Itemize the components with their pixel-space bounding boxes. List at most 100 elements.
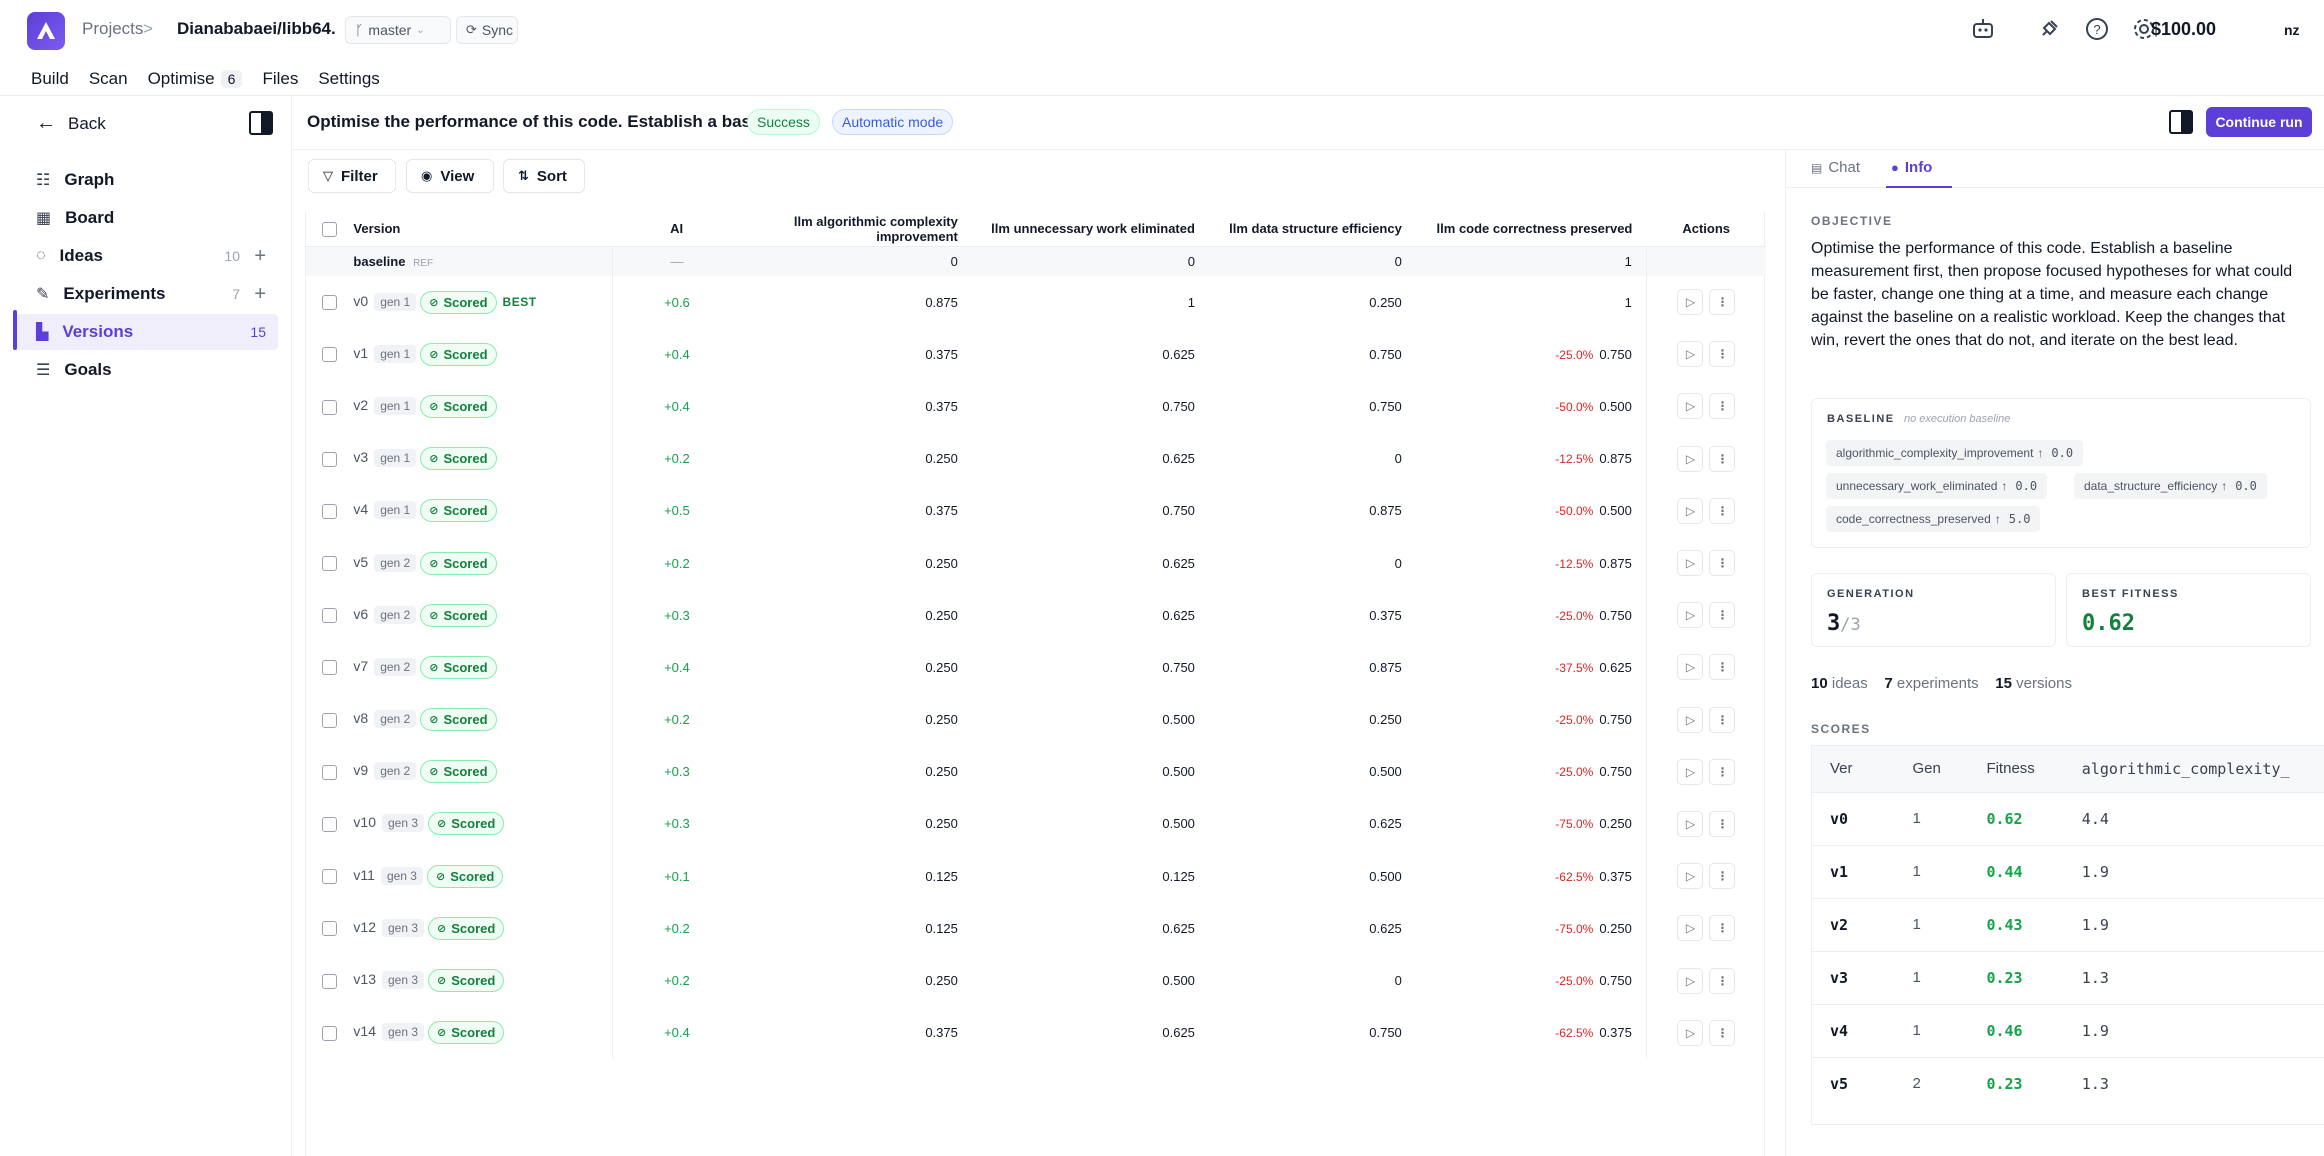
filter-button[interactable]: ▽ Filter: [308, 159, 396, 193]
version-name[interactable]: v4: [353, 501, 369, 518]
add-idea-icon[interactable]: +: [254, 244, 266, 267]
table-row[interactable]: v5 gen 2 ⊘ Scored +0.2 0.250 0.625 0 -12.5% 0.875…: [306, 536, 1766, 590]
more-vertical-icon[interactable]: ⋮: [1709, 289, 1736, 316]
row-checkbox[interactable]: [306, 276, 353, 328]
col-data-structure[interactable]: llm data structure efficiency: [1208, 212, 1416, 247]
version-name[interactable]: v12: [353, 918, 376, 935]
scores-col-gen[interactable]: Gen: [1896, 746, 1967, 792]
version-name[interactable]: v1: [353, 344, 369, 361]
version-name[interactable]: v13: [353, 971, 376, 988]
more-vertical-icon[interactable]: ⋮: [1709, 863, 1736, 890]
version-name[interactable]: v3: [353, 449, 369, 466]
play-icon[interactable]: ▷: [1677, 758, 1704, 785]
row-checkbox[interactable]: [306, 954, 353, 1006]
play-icon[interactable]: ▷: [1677, 1019, 1704, 1046]
breadcrumb-projects[interactable]: Projects: [82, 19, 144, 38]
table-row[interactable]: v0 gen 1 ⊘ Scored BEST +0.6 0.875 1 0.250 1 ▷ ⋮: [306, 276, 1766, 329]
table-row[interactable]: v7 gen 2 ⊘ Scored +0.4 0.250 0.750 0.875 -37.5% 0…: [306, 641, 1766, 694]
continue-run-button[interactable]: Continue run: [2206, 107, 2312, 137]
play-icon[interactable]: ▷: [1677, 602, 1704, 629]
table-row[interactable]: v13 gen 3 ⊘ Scored +0.2 0.250 0.500 0 -25.0% 0.75…: [306, 954, 1766, 1007]
table-row[interactable]: v8 gen 2 ⊘ Scored +0.2 0.250 0.500 0.250 -25.0% 0…: [306, 693, 1766, 746]
more-vertical-icon[interactable]: ⋮: [1709, 1019, 1736, 1046]
sidebar-item-ideas[interactable]: ◌ Ideas 10 +: [14, 238, 278, 274]
table-row[interactable]: v3 gen 1 ⊘ Scored +0.2 0.250 0.625 0 -12.5% 0.875…: [306, 432, 1766, 485]
scores-col-ver[interactable]: Ver: [1812, 746, 1897, 792]
play-icon[interactable]: ▷: [1677, 341, 1704, 368]
table-row[interactable]: v6 gen 2 ⊘ Scored +0.3 0.250 0.625 0.375 -25.0% 0…: [306, 589, 1766, 642]
table-row[interactable]: v12 gen 3 ⊘ Scored +0.2 0.125 0.625 0.625 -75.0%…: [306, 902, 1766, 955]
play-icon[interactable]: ▷: [1677, 863, 1704, 890]
table-row[interactable]: v14 gen 3 ⊘ Scored +0.4 0.375 0.625 0.750 -62.5%…: [306, 1006, 1766, 1059]
row-checkbox[interactable]: [306, 589, 353, 641]
sidebar-item-versions[interactable]: ▙ Versions 15: [14, 314, 278, 350]
row-checkbox[interactable]: [306, 537, 353, 589]
row-checkbox[interactable]: [306, 380, 353, 432]
scores-row[interactable]: v2 1 0.43 1.9: [1812, 897, 2324, 951]
more-vertical-icon[interactable]: ⋮: [1709, 550, 1736, 577]
play-icon[interactable]: ▷: [1677, 810, 1704, 837]
version-name[interactable]: v0: [353, 292, 369, 309]
more-vertical-icon[interactable]: ⋮: [1709, 810, 1736, 837]
play-icon[interactable]: ▷: [1677, 393, 1704, 420]
scores-row[interactable]: v4 1 0.46 1.9: [1812, 1003, 2324, 1057]
gear-icon[interactable]: [2130, 15, 2158, 43]
sort-button[interactable]: ⇅ Sort: [503, 159, 585, 193]
baseline-row[interactable]: baseline REF — 0 0 0 1: [306, 246, 1766, 276]
scores-row[interactable]: v0 1 0.62 4.4: [1812, 791, 2324, 845]
sidebar-toggle-icon[interactable]: [248, 110, 274, 136]
more-vertical-icon[interactable]: ⋮: [1709, 497, 1736, 524]
table-row[interactable]: v10 gen 3 ⊘ Scored +0.3 0.250 0.500 0.625 -75.0%…: [306, 797, 1766, 851]
row-checkbox[interactable]: [306, 902, 353, 954]
scores-col-fitness[interactable]: Fitness: [1966, 746, 2068, 792]
play-icon[interactable]: ▷: [1677, 967, 1704, 994]
table-row[interactable]: v2 gen 1 ⊘ Scored +0.4 0.375 0.750 0.750 -50.0% 0…: [306, 380, 1766, 433]
version-name[interactable]: v7: [353, 657, 369, 674]
version-name[interactable]: v8: [353, 710, 369, 727]
user-avatar[interactable]: nz: [2284, 22, 2300, 38]
row-checkbox[interactable]: [306, 746, 353, 798]
nav-tab-optimise[interactable]: Optimise 6: [148, 65, 243, 93]
back-button[interactable]: ← Back: [36, 112, 106, 135]
play-icon[interactable]: ▷: [1677, 706, 1704, 733]
branch-selector[interactable]: ᚴ master ⌄: [345, 16, 451, 44]
play-icon[interactable]: ▷: [1677, 550, 1704, 577]
add-experiment-icon[interactable]: +: [254, 282, 266, 305]
nav-tab-settings[interactable]: Settings: [318, 65, 379, 93]
tab-chat[interactable]: ▤ Chat: [1811, 159, 1860, 176]
table-row[interactable]: v11 gen 3 ⊘ Scored +0.1 0.125 0.125 0.500 -62.5%…: [306, 850, 1766, 903]
col-unnecessary-work[interactable]: llm unnecessary work eliminated: [971, 212, 1209, 247]
sidebar-item-experiments[interactable]: ✎ Experiments 7 +: [14, 276, 278, 312]
col-code-correctness[interactable]: llm code correctness preserved: [1415, 212, 1647, 247]
play-icon[interactable]: ▷: [1677, 445, 1704, 472]
version-name[interactable]: v10: [353, 814, 376, 831]
play-icon[interactable]: ▷: [1677, 915, 1704, 942]
panel-toggle-icon[interactable]: [2168, 109, 2194, 135]
version-name[interactable]: v2: [353, 396, 369, 413]
more-vertical-icon[interactable]: ⋮: [1709, 758, 1736, 785]
play-icon[interactable]: ▷: [1677, 497, 1704, 524]
plug-icon[interactable]: [2035, 15, 2063, 43]
view-button[interactable]: ◉ View: [406, 159, 494, 193]
scores-col-algorithmic[interactable]: algorithmic_complexity_: [2067, 746, 2324, 792]
version-name[interactable]: v6: [353, 605, 369, 622]
more-vertical-icon[interactable]: ⋮: [1709, 654, 1736, 681]
table-row[interactable]: v4 gen 1 ⊘ Scored +0.5 0.375 0.750 0.875 -50.0% 0…: [306, 484, 1766, 537]
play-icon[interactable]: ▷: [1677, 289, 1704, 316]
scores-row[interactable]: v5 2 0.23 1.3: [1812, 1056, 2324, 1110]
scores-row[interactable]: v1 1 0.44 1.9: [1812, 844, 2324, 898]
row-checkbox[interactable]: [306, 433, 353, 485]
credit-balance[interactable]: $100.00: [2151, 19, 2217, 39]
version-name[interactable]: v5: [353, 553, 369, 570]
robot-icon[interactable]: [1969, 15, 1997, 43]
breadcrumb-repo[interactable]: Dianababaei/libb64.: [177, 19, 336, 38]
nav-tab-build[interactable]: Build: [31, 65, 69, 93]
row-checkbox[interactable]: [306, 694, 353, 746]
more-vertical-icon[interactable]: ⋮: [1709, 393, 1736, 420]
row-checkbox[interactable]: [306, 1007, 353, 1059]
tab-info[interactable]: ● Info: [1891, 159, 1932, 176]
sidebar-item-goals[interactable]: ☰ Goals: [14, 352, 278, 388]
version-name[interactable]: v14: [353, 1023, 376, 1040]
version-name[interactable]: v9: [353, 762, 369, 779]
row-checkbox[interactable]: [306, 798, 353, 850]
